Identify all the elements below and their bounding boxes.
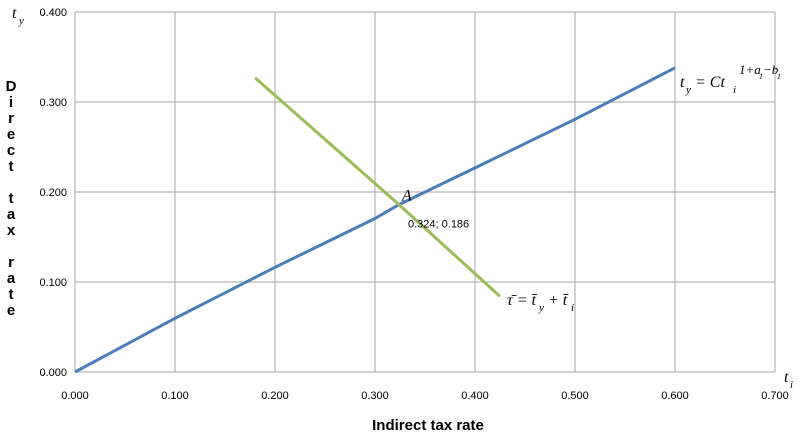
- y-axis-title-char: t: [9, 190, 14, 207]
- green-ann-sub-i: i: [571, 302, 574, 314]
- y-axis-title-char: a: [7, 206, 16, 223]
- blue-ann-rhs: = Ct: [695, 74, 725, 91]
- x-tick-label: 0.500: [561, 390, 589, 402]
- x-axis-symbol: t: [784, 369, 789, 386]
- x-tick-label: 0.700: [761, 390, 789, 402]
- blue-ann-sub-i: i: [733, 84, 736, 96]
- x-tick-label: 0.000: [61, 390, 89, 402]
- green-line-annotation: τ̄ = t̄ y + t̄ i: [507, 292, 574, 314]
- y-tick-label: 0.400: [39, 7, 67, 19]
- y-axis-symbol: t: [12, 5, 17, 22]
- series-line-blue: [74, 66, 676, 374]
- x-tick-label: 0.100: [161, 390, 189, 402]
- blue-ann-exp-sub1: 1: [759, 72, 763, 81]
- y-tick-label: 0.200: [39, 187, 67, 199]
- x-tick-label: 0.200: [261, 390, 289, 402]
- y-tick-label: 0.100: [39, 277, 67, 289]
- x-tick-label: 0.600: [661, 390, 689, 402]
- blue-ann-t: t: [680, 74, 685, 91]
- y-tick-labels: 0.000 0.100 0.200 0.300 0.400: [39, 7, 67, 379]
- green-ann-mid: + t̄: [548, 292, 569, 309]
- y-axis-title-char: D: [6, 78, 17, 95]
- y-axis-title-char: i: [9, 94, 13, 111]
- blue-curve-annotation: t y = Ct i 1+a 1 −b 1: [680, 62, 781, 96]
- x-axis-title: Indirect tax rate: [372, 417, 484, 434]
- x-axis-symbol-sub: i: [790, 379, 793, 391]
- blue-ann-exp-sub2: 1: [777, 72, 781, 81]
- grid: [74, 11, 776, 373]
- y-axis-title-char: r: [8, 254, 14, 271]
- y-axis-title-char: r: [8, 110, 14, 127]
- x-tick-label: 0.400: [461, 390, 489, 402]
- blue-ann-exp: 1+a: [739, 62, 761, 77]
- blue-ann-sub-y: y: [685, 84, 691, 96]
- y-tick-label: 0.000: [39, 367, 67, 379]
- series-line-green: [254, 76, 502, 298]
- y-axis-title-char: t: [9, 286, 14, 303]
- y-axis-title-char: e: [7, 126, 15, 143]
- y-axis-title-char: t: [9, 158, 14, 175]
- blue-ann-exp-mid: −b: [763, 62, 779, 77]
- intersection-label: A: [401, 188, 412, 205]
- x-tick-labels: 0.000 0.100 0.200 0.300 0.400 0.500 0.600 0.700: [61, 390, 789, 402]
- green-ann-lhs: τ̄ = t̄: [507, 292, 537, 309]
- y-axis-title-char: c: [7, 142, 15, 159]
- y-axis-title-char: e: [7, 302, 15, 319]
- y-axis-title-char: a: [7, 270, 16, 287]
- intersection-value-label: 0.324; 0.186: [408, 219, 469, 231]
- green-ann-sub-y: y: [538, 302, 544, 314]
- y-axis-symbol-sub: y: [18, 15, 24, 27]
- x-tick-label: 0.300: [361, 390, 389, 402]
- y-axis-title-char: x: [7, 222, 16, 239]
- y-tick-label: 0.300: [39, 97, 67, 109]
- series-lines: [74, 66, 676, 374]
